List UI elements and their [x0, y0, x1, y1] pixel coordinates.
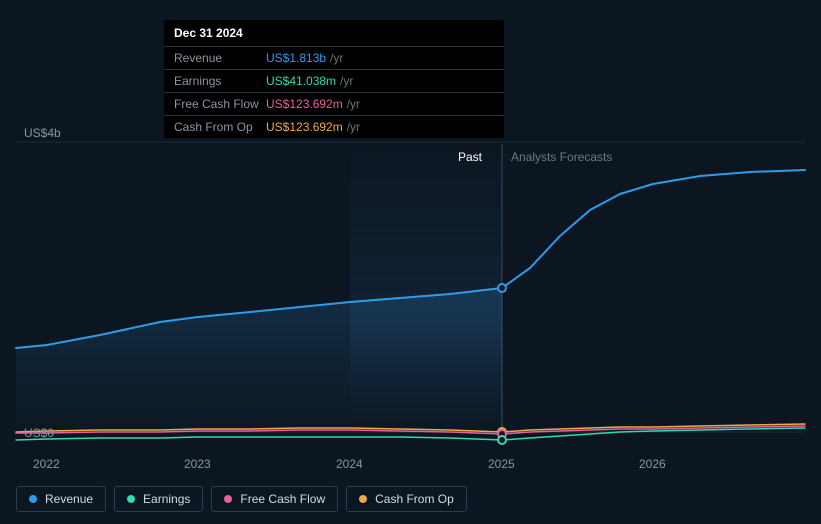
legend-label: Free Cash Flow [240, 492, 325, 506]
tooltip-value: US$123.692m [266, 97, 343, 111]
tooltip-value: US$41.038m [266, 74, 336, 88]
tooltip-unit: /yr [340, 74, 353, 88]
tooltip-row: Cash From OpUS$123.692m/yr [164, 115, 504, 138]
tooltip-value: US$123.692m [266, 120, 343, 134]
tooltip-row: EarningsUS$41.038m/yr [164, 69, 504, 92]
tooltip-label: Revenue [174, 51, 266, 65]
tooltip-row: Free Cash FlowUS$123.692m/yr [164, 92, 504, 115]
tooltip-date: Dec 31 2024 [164, 20, 504, 46]
x-axis-label: 2026 [639, 457, 666, 471]
legend-label: Cash From Op [375, 492, 454, 506]
x-axis-label: 2024 [336, 457, 363, 471]
chart-tooltip: Dec 31 2024 RevenueUS$1.813b/yrEarningsU… [164, 20, 504, 138]
section-label: Past [458, 150, 482, 164]
legend-label: Earnings [143, 492, 190, 506]
tooltip-label: Earnings [174, 74, 266, 88]
tooltip-value: US$1.813b [266, 51, 326, 65]
chart-legend: Revenue Earnings Free Cash Flow Cash From O… [16, 486, 467, 512]
tooltip-unit: /yr [330, 51, 343, 65]
x-axis-label: 2025 [488, 457, 515, 471]
tooltip-row: RevenueUS$1.813b/yr [164, 46, 504, 69]
financials-chart: Dec 31 2024 RevenueUS$1.813b/yrEarningsU… [0, 0, 821, 524]
legend-item-cash-from-op[interactable]: Cash From Op [346, 486, 467, 512]
x-axis-label: 2023 [184, 457, 211, 471]
tooltip-label: Cash From Op [174, 120, 266, 134]
legend-dot-icon [224, 495, 232, 503]
legend-item-free-cash-flow[interactable]: Free Cash Flow [211, 486, 338, 512]
tooltip-unit: /yr [347, 97, 360, 111]
x-axis-label: 2022 [33, 457, 60, 471]
legend-dot-icon [127, 495, 135, 503]
legend-dot-icon [359, 495, 367, 503]
y-axis-label: US$4b [24, 126, 61, 140]
y-axis-label: US$0 [24, 426, 54, 440]
tooltip-unit: /yr [347, 120, 360, 134]
legend-item-earnings[interactable]: Earnings [114, 486, 203, 512]
legend-dot-icon [29, 495, 37, 503]
section-label: Analysts Forecasts [511, 150, 612, 164]
tooltip-label: Free Cash Flow [174, 97, 266, 111]
legend-item-revenue[interactable]: Revenue [16, 486, 106, 512]
legend-label: Revenue [45, 492, 93, 506]
